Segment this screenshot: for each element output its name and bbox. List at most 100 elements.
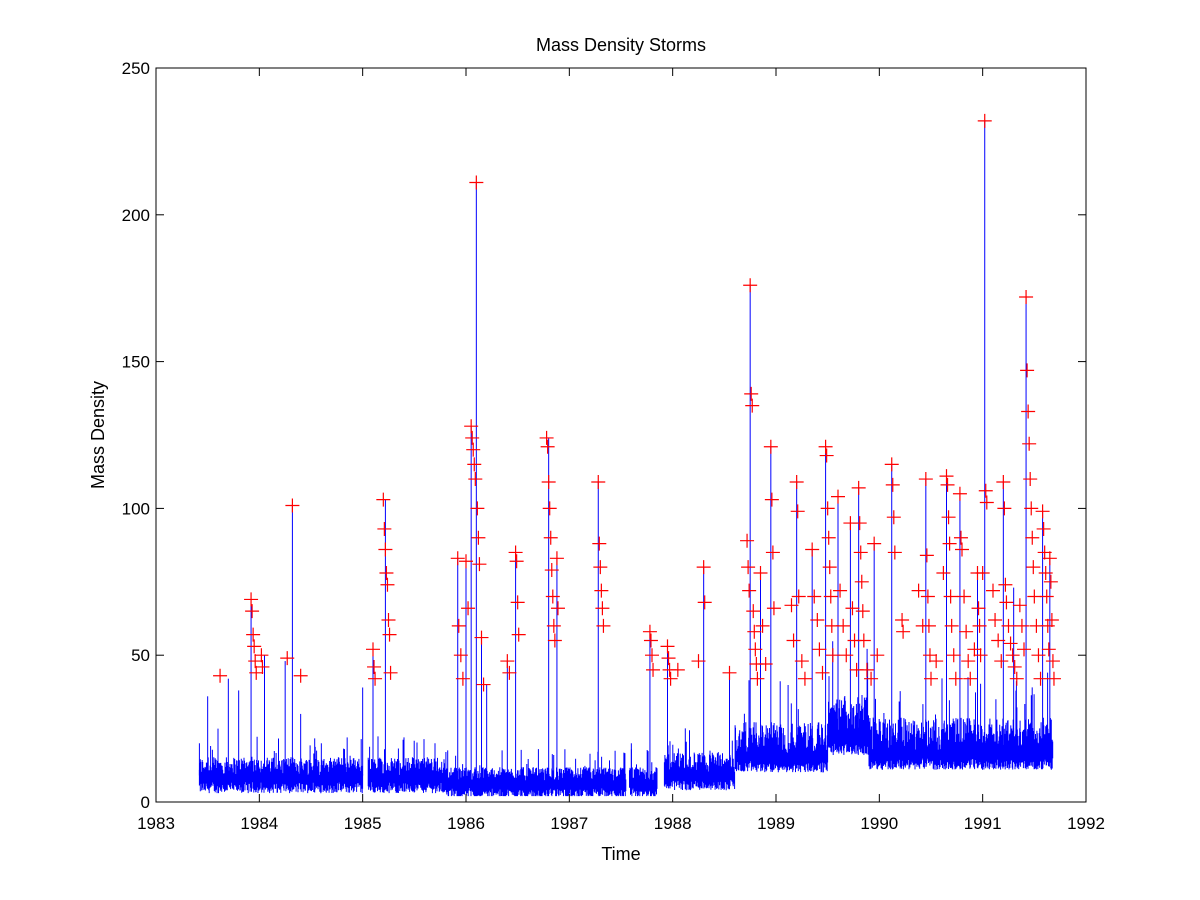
storm-marker — [758, 657, 773, 672]
y-tick-label: 100 — [122, 499, 150, 518]
storm-marker — [255, 659, 270, 674]
storm-marker — [1020, 363, 1035, 378]
storm-marker — [1021, 404, 1036, 419]
storm-marker — [942, 536, 957, 551]
storm-marker — [541, 474, 556, 489]
storm-marker — [246, 627, 261, 642]
x-tick-label: 1985 — [344, 814, 382, 833]
storm-marker — [967, 642, 982, 657]
storm-marker — [918, 472, 933, 487]
storm-marker — [550, 601, 565, 616]
storm-marker — [746, 604, 761, 619]
storm-marker — [502, 665, 517, 680]
storm-marker — [247, 639, 262, 654]
storm-marker — [822, 560, 837, 575]
storm-marker — [254, 648, 269, 663]
storm-marker — [986, 583, 1000, 598]
storm-marker — [293, 668, 308, 683]
storm-marker — [786, 633, 801, 648]
storm-marker — [1038, 565, 1053, 580]
storm-marker — [763, 439, 778, 454]
storm-marker — [988, 612, 1003, 627]
storm-marker — [1043, 574, 1058, 589]
storm-marker — [508, 545, 523, 560]
storm-marker — [1027, 589, 1042, 604]
storm-marker — [941, 510, 956, 525]
storm-marker — [955, 542, 969, 557]
y-tick-label: 150 — [122, 353, 150, 372]
storm-marker — [797, 671, 812, 686]
storm-marker — [467, 457, 482, 472]
x-tick-label: 1987 — [550, 814, 588, 833]
storm-marker — [509, 554, 524, 569]
storm-marker — [820, 501, 835, 516]
storm-marker — [971, 601, 986, 616]
storm-marker — [466, 442, 481, 457]
storm-marker — [593, 560, 608, 575]
storm-marker — [943, 589, 958, 604]
storm-marker — [997, 501, 1012, 516]
storm-marker — [977, 113, 992, 128]
storm-marker — [696, 560, 711, 575]
storm-marker — [812, 642, 827, 657]
storm-marker — [821, 530, 836, 545]
storm-marker — [376, 492, 391, 507]
storm-marker — [944, 618, 959, 633]
storm-marker — [998, 577, 1013, 592]
storm-marker — [1026, 560, 1041, 575]
storm-marker — [539, 430, 554, 445]
storm-marker — [845, 601, 860, 616]
storm-marker — [818, 439, 833, 454]
storm-marker — [596, 618, 611, 633]
x-tick-label: 1988 — [654, 814, 692, 833]
storm-marker — [469, 175, 484, 190]
storm-marker — [1007, 659, 1022, 674]
storm-marker — [855, 604, 870, 619]
storm-marker — [1031, 648, 1046, 663]
storm-marker — [1024, 501, 1039, 516]
y-tick-label: 0 — [141, 793, 150, 812]
storm-marker — [994, 654, 1009, 669]
storm-marker — [1014, 618, 1029, 633]
storm-marker — [790, 504, 805, 519]
y-axis: 0 50 100 150 200 250 — [122, 59, 1086, 812]
storm-marker — [794, 654, 809, 669]
storm-marker — [742, 583, 757, 598]
storm-marker — [1003, 636, 1018, 651]
storm-marker — [789, 474, 804, 489]
storm-marker — [1017, 642, 1031, 657]
storm-marker — [807, 589, 822, 604]
storm-marker — [896, 624, 911, 639]
storm-marker — [919, 548, 934, 563]
storm-marker — [741, 560, 756, 575]
storm-marker — [670, 662, 685, 677]
storm-marker — [784, 598, 799, 613]
storm-marker — [544, 563, 559, 578]
storm-marker — [851, 480, 866, 495]
storm-marker — [819, 448, 834, 463]
storm-marker — [453, 648, 468, 663]
storm-marker — [1036, 521, 1051, 536]
x-axis-label: Time — [601, 844, 640, 864]
storm-marker — [472, 557, 487, 572]
x-axis: 1983 1984 1985 1986 1987 1988 1989 1990 1991 1992 — [137, 68, 1105, 833]
storm-marker — [886, 510, 901, 525]
storm-marker — [1044, 612, 1059, 627]
storm-marker — [642, 624, 657, 639]
storm-marker — [911, 583, 926, 598]
storm-marker — [1045, 654, 1060, 669]
storm-marker — [547, 633, 562, 648]
storm-marker — [510, 595, 525, 610]
storm-marker — [856, 633, 871, 648]
storm-marker — [973, 648, 988, 663]
storm-marker — [948, 671, 963, 686]
storm-marker — [1019, 290, 1034, 305]
storm-marker — [471, 530, 486, 545]
storm-marker — [378, 542, 393, 557]
storm-marker — [645, 648, 659, 663]
storm-marker — [368, 671, 383, 686]
y-tick-label: 250 — [122, 59, 150, 78]
x-tick-label: 1986 — [447, 814, 485, 833]
storm-marker — [887, 545, 902, 560]
